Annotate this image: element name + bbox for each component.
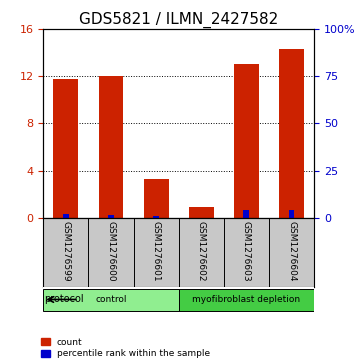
- Bar: [63, 214, 69, 218]
- Text: GSM1276601: GSM1276601: [152, 221, 161, 282]
- Bar: [279, 49, 304, 218]
- Bar: [153, 216, 159, 218]
- Bar: [189, 207, 214, 218]
- Text: GSM1276599: GSM1276599: [61, 221, 70, 282]
- Text: control: control: [95, 295, 127, 304]
- Bar: [144, 179, 169, 218]
- Bar: [288, 210, 295, 218]
- Bar: [99, 76, 123, 218]
- Text: GSM1276604: GSM1276604: [287, 221, 296, 282]
- Text: GSM1276602: GSM1276602: [197, 221, 206, 282]
- Text: GSM1276600: GSM1276600: [106, 221, 116, 282]
- Text: GSM1276603: GSM1276603: [242, 221, 251, 282]
- FancyBboxPatch shape: [179, 289, 314, 311]
- Bar: [243, 210, 249, 218]
- Bar: [108, 215, 114, 218]
- Title: GDS5821 / ILMN_2427582: GDS5821 / ILMN_2427582: [79, 12, 278, 28]
- Bar: [53, 78, 78, 218]
- Bar: [234, 65, 259, 218]
- FancyBboxPatch shape: [43, 289, 179, 311]
- Text: protocol: protocol: [44, 294, 84, 305]
- Text: myofibroblast depletion: myofibroblast depletion: [192, 295, 300, 304]
- Legend: count, percentile rank within the sample: count, percentile rank within the sample: [41, 338, 210, 359]
